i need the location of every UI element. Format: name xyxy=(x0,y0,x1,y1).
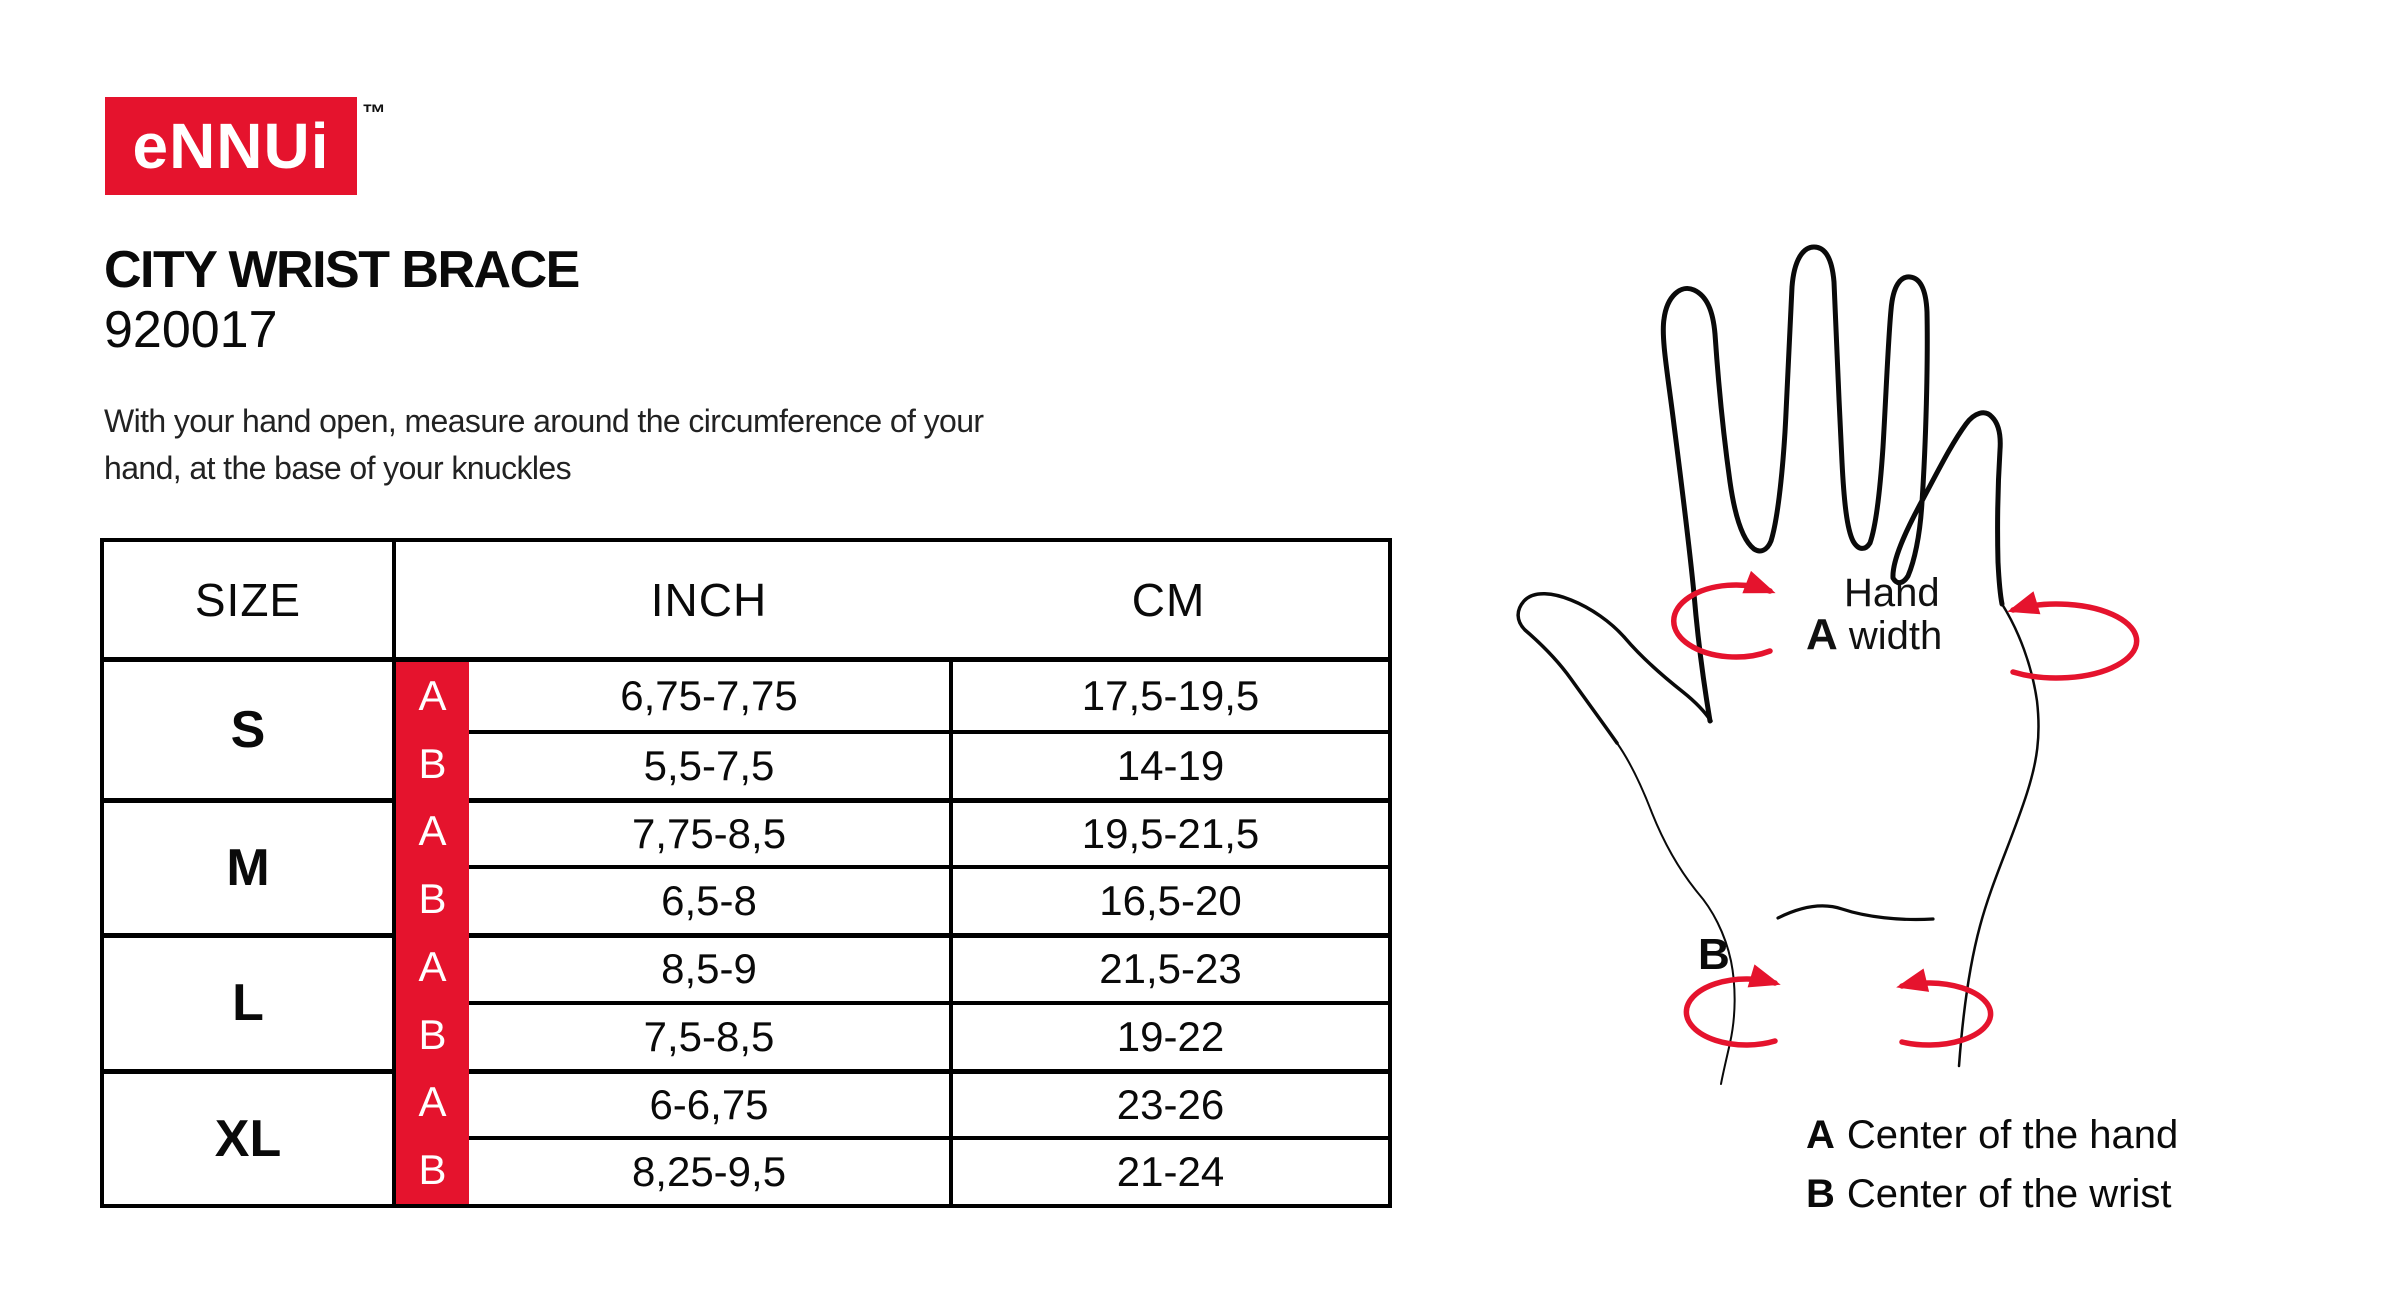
measure-label-strip: A B A B A B A B xyxy=(396,662,469,1204)
legend-key-b: B xyxy=(1806,1172,1835,1216)
product-title: CITY WRIST BRACE xyxy=(104,241,580,299)
legend-key-a: A xyxy=(1806,1113,1835,1157)
cm-value: 19,5-21,5 xyxy=(949,797,1388,866)
wrist-arrow-left xyxy=(1683,964,1781,1048)
row-label: A xyxy=(418,671,447,719)
inch-value: 6,75-7,75 xyxy=(620,671,798,719)
cm-value: 21-24 xyxy=(949,1136,1388,1204)
inch-value: 8,5-9 xyxy=(469,933,949,1001)
legend-text-b: Center of the wrist xyxy=(1846,1172,2172,1216)
inch-value: 8,25-9,5 xyxy=(469,1136,949,1204)
size-cell-xl: XL xyxy=(104,1068,396,1204)
hand-left-edge xyxy=(1616,742,1736,1085)
legend-item-a: A Center of the hand xyxy=(1806,1106,2178,1165)
hand-width-arrow-right xyxy=(2007,591,2140,681)
hand-width-label-line2: A width xyxy=(1806,610,1943,659)
size-table: SIZE INCH CM S M L XL A B A B A B A B 6,… xyxy=(100,538,1392,1208)
row-label: A xyxy=(418,942,447,990)
hand-right-edge xyxy=(1957,602,2040,1068)
column-header-measurements: INCH CM xyxy=(396,542,1388,662)
size-cell-s: S xyxy=(104,662,396,798)
inch-value: 7,75-8,5 xyxy=(469,797,949,866)
brand-logo: eNNUi xyxy=(105,97,357,195)
hand-illustration xyxy=(1516,244,2140,1085)
row-label: B xyxy=(418,875,447,923)
hand-thumb-outline xyxy=(1516,592,1713,745)
legend-item-b: B Center of the wrist xyxy=(1806,1165,2178,1224)
cm-value: 14-19 xyxy=(949,729,1388,798)
diagram-legend: A Center of the hand B Center of the wrist xyxy=(1806,1106,2178,1224)
size-cell-m: M xyxy=(104,797,396,933)
inch-value: 5,5-7,5 xyxy=(469,729,949,798)
measure-instructions-line2: hand, at the base of your knuckles xyxy=(104,450,572,486)
measure-instructions: With your hand open, measure around the … xyxy=(104,398,984,492)
hand-width-label-line1: Hand xyxy=(1844,571,1940,615)
size-cell-l: L xyxy=(104,933,396,1069)
row-label: B xyxy=(418,1010,447,1058)
row-label: B xyxy=(418,1146,447,1194)
wrist-crease xyxy=(1776,904,1935,922)
cm-value: 19-22 xyxy=(949,1000,1388,1069)
inch-value: 6-6,75 xyxy=(469,1068,949,1137)
trademark-symbol: ™ xyxy=(362,100,386,127)
measure-instructions-line1: With your hand open, measure around the … xyxy=(104,403,984,439)
hand-width-arrow-left xyxy=(1671,570,1776,660)
hand-fingers-outline xyxy=(1660,244,2005,724)
marker-b: B xyxy=(1698,930,1730,979)
row-label: A xyxy=(418,807,447,855)
row-label: A xyxy=(418,1078,447,1126)
legend-text-a: Center of the hand xyxy=(1846,1113,2179,1157)
hand-width-label: Hand A width xyxy=(1806,572,1942,657)
column-header-inch: INCH xyxy=(650,573,768,626)
cm-value: 16,5-20 xyxy=(949,865,1388,933)
column-header-size: SIZE xyxy=(104,542,396,662)
header-spacer xyxy=(396,542,469,657)
product-sku: 920017 xyxy=(104,301,278,359)
cm-value: 17,5-19,5 xyxy=(949,662,1388,730)
cm-value: 21,5-23 xyxy=(949,933,1388,1001)
cm-value: 23-26 xyxy=(949,1068,1388,1137)
inch-value: 7,5-8,5 xyxy=(469,1000,949,1069)
column-header-cm: CM xyxy=(1131,573,1206,626)
inch-value: 6,5-8 xyxy=(469,865,949,933)
brand-logo-text: eNNUi xyxy=(132,110,330,182)
marker-a: A xyxy=(1806,610,1838,659)
row-label: B xyxy=(418,739,447,787)
wrist-arrow-right xyxy=(1896,968,1994,1048)
